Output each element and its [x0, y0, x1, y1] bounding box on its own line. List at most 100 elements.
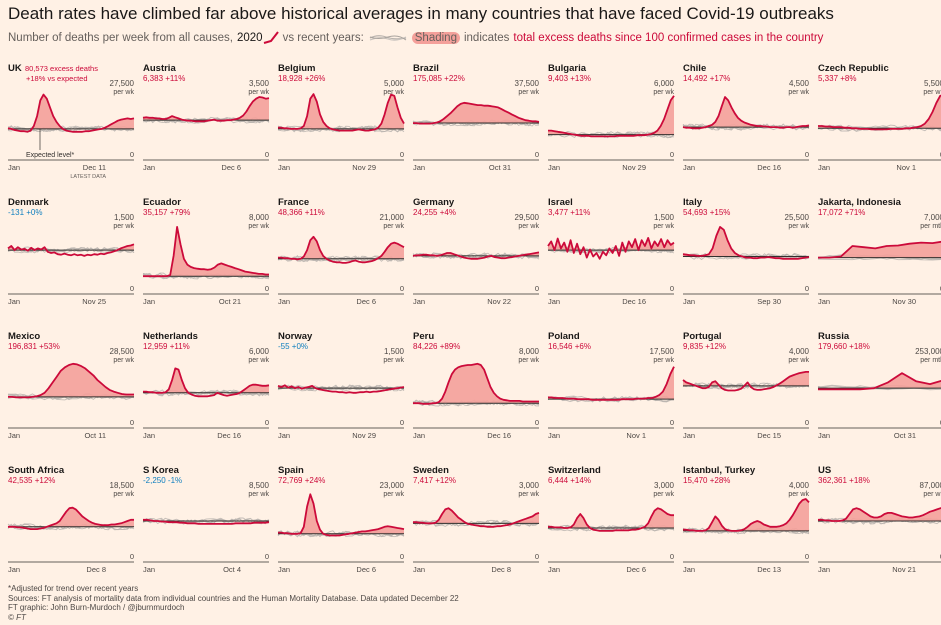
x-tick-start: Jan: [143, 297, 155, 306]
excess-value: 7,417 +12%: [413, 476, 456, 485]
y-axis-zero: 0: [130, 284, 134, 293]
historical-line: [277, 530, 405, 538]
x-tick-start: Jan: [413, 565, 425, 574]
country-name: Portugal: [683, 331, 722, 342]
excess-value: 35,157 +79%: [143, 208, 190, 217]
y-axis-max: 3,000: [654, 481, 675, 490]
excess-value: 42,535 +12%: [8, 476, 55, 485]
excess-area: [143, 97, 269, 121]
excess-value: -55 +0%: [278, 342, 308, 351]
x-tick-end: Oct 21: [219, 297, 241, 306]
x-tick-start: Jan: [143, 565, 155, 574]
country-name: Mexico: [8, 331, 40, 342]
historical-line: [277, 125, 405, 133]
x-tick-end: Dec 6: [626, 565, 646, 574]
historical-line: [547, 525, 675, 532]
y-axis-max: 17,500: [650, 347, 675, 356]
y-axis-max: 1,500: [384, 347, 405, 356]
excess-area: [278, 94, 404, 129]
historical-line: [7, 246, 135, 253]
x-tick-end: Nov 25: [82, 297, 106, 306]
y-axis-max: 29,500: [515, 213, 540, 222]
y-axis-unit: per wk: [518, 89, 539, 96]
chart-title: Death rates have climbed far above histo…: [8, 4, 834, 23]
x-tick-start: Jan: [413, 297, 425, 306]
line-2020: [413, 101, 540, 125]
excess-area: [548, 508, 674, 528]
excess-area: [413, 252, 539, 256]
x-tick-start: Jan: [548, 431, 560, 440]
y-axis-unit: per wk: [788, 89, 809, 96]
y-axis-unit: per wk: [653, 491, 674, 498]
excess-value: 5,337 +8%: [818, 74, 856, 83]
excess-area: [818, 241, 941, 258]
line-2020: [7, 243, 135, 257]
excess-value: -131 +0%: [8, 208, 42, 217]
line-2020: [682, 371, 809, 392]
country-name: Israel: [548, 197, 573, 208]
line-2020: [548, 95, 675, 138]
excess-pct: +18% vs expected: [26, 74, 88, 83]
y-axis-unit: per wk: [113, 223, 134, 230]
red-line-swatch-icon: [263, 31, 279, 44]
country-name: S Korea: [143, 465, 180, 476]
x-tick-start: Jan: [818, 431, 830, 440]
x-tick-end: Dec 16: [217, 431, 241, 440]
x-tick-end: Nov 1: [626, 431, 646, 440]
x-tick-end: Dec 6: [221, 163, 241, 172]
line-2020: [412, 251, 540, 260]
excess-value: 3,477 +11%: [548, 208, 590, 217]
y-axis-max: 7,000: [924, 213, 941, 222]
excess-area: [548, 95, 674, 135]
line-2020: [548, 507, 674, 532]
x-tick-start: Jan: [8, 431, 20, 440]
x-tick-start: Jan: [278, 431, 290, 440]
country-name: Norway: [278, 331, 313, 342]
y-axis-unit: per mth: [920, 223, 941, 230]
country-name: Chile: [683, 63, 706, 74]
line-2020: [143, 518, 270, 525]
country-name: South Africa: [8, 465, 65, 476]
x-tick-end: Dec 8: [491, 565, 511, 574]
subtitle-red-text: total excess deaths since 100 confirmed …: [513, 32, 824, 44]
y-axis-zero: 0: [265, 418, 269, 427]
x-tick-end: Dec 15: [757, 431, 781, 440]
x-tick-end: Oct 31: [489, 163, 511, 172]
x-tick-end-note: LATEST DATA: [70, 174, 106, 180]
x-tick-start: Jan: [413, 163, 425, 172]
y-axis-max: 6,000: [654, 79, 675, 88]
x-tick-end: Dec 16: [757, 163, 781, 172]
grey-lines-swatch-icon: [369, 35, 407, 41]
y-axis-max: 8,000: [519, 347, 540, 356]
excess-value: 16,546 +6%: [548, 342, 591, 351]
line-2020: [413, 362, 539, 405]
country-name: Brazil: [413, 63, 439, 74]
excess-value: 179,660 +18%: [818, 342, 870, 351]
country-name: UK: [8, 63, 22, 74]
x-tick-start: Jan: [413, 431, 425, 440]
y-axis-unit: per wk: [518, 491, 539, 498]
y-axis-zero: 0: [940, 418, 941, 427]
subtitle-shading-word: Shading: [411, 32, 460, 44]
y-axis-max: 25,500: [785, 213, 810, 222]
country-name: Denmark: [8, 197, 49, 208]
line-2020: [818, 240, 941, 259]
y-axis-max: 3,500: [249, 79, 270, 88]
copyright: © FT: [8, 612, 26, 622]
excess-area: [683, 499, 809, 531]
excess-area: [8, 94, 134, 129]
historical-line: [682, 123, 810, 131]
country-name: Istanbul, Turkey: [683, 465, 756, 476]
x-tick-start: Jan: [818, 163, 830, 172]
y-axis-unit: per wk: [383, 491, 404, 498]
